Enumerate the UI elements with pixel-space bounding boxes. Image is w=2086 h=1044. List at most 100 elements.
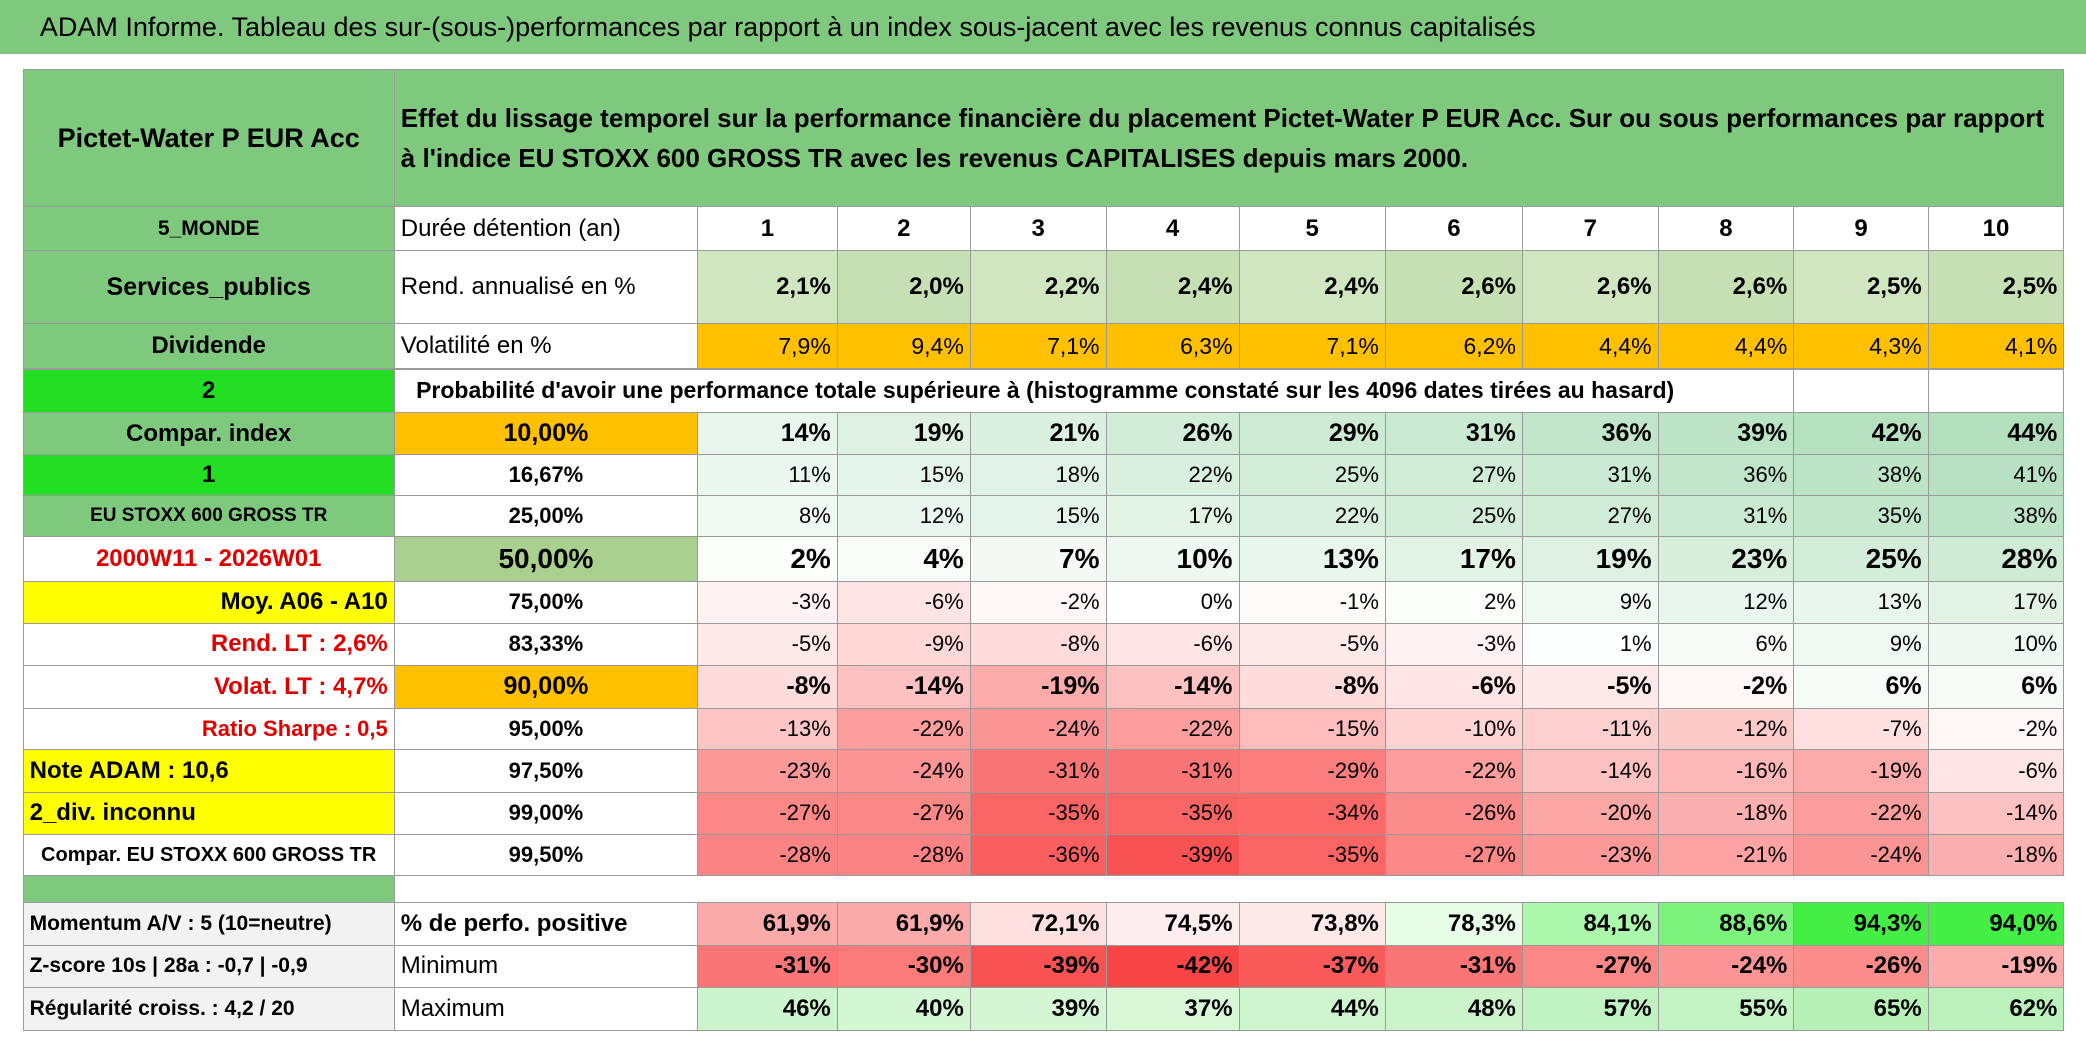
- percentile-value: -11%: [1521, 707, 1659, 750]
- stat-value: 6: [1384, 206, 1523, 252]
- stat-label: Rend. annualisé en %: [393, 250, 699, 325]
- footer-value: 61,9%: [697, 901, 838, 946]
- percentile-value: -3%: [697, 581, 838, 624]
- footer-value: 39%: [969, 987, 1107, 1031]
- stat-value: 10: [1927, 206, 2065, 252]
- percentile-value: 38%: [1927, 494, 2065, 538]
- percentile-value: -31%: [969, 748, 1107, 793]
- percentile-value: -14%: [1105, 665, 1240, 709]
- percentile-level: 95,00%: [393, 707, 699, 750]
- percentile-value: -3%: [1384, 622, 1523, 667]
- footer-value: 57%: [1521, 987, 1659, 1031]
- percentile-value: 36%: [1657, 453, 1795, 496]
- percentile-value: -24%: [969, 707, 1107, 750]
- percentile-value: 9%: [1793, 622, 1929, 667]
- stat-label: Durée détention (an): [393, 206, 699, 252]
- percentile-value: 22%: [1105, 453, 1240, 496]
- footer-value: -42%: [1105, 944, 1240, 989]
- percentile-value: -8%: [697, 665, 838, 709]
- percentile-value: -20%: [1521, 791, 1659, 836]
- footer-value: 61,9%: [836, 901, 971, 946]
- stat-value: 7,1%: [969, 323, 1107, 370]
- percentile-value: -13%: [697, 707, 838, 750]
- percentile-value: -8%: [969, 622, 1107, 667]
- percentile-value: 14%: [697, 412, 838, 455]
- stat-value: 4,1%: [1927, 323, 2065, 370]
- percentile-value: -18%: [1657, 791, 1795, 836]
- percentile-value: 27%: [1521, 494, 1659, 538]
- footer-value: -24%: [1657, 944, 1795, 989]
- percentile-value: 18%: [969, 453, 1107, 496]
- percentile-value: -16%: [1657, 748, 1795, 793]
- stat-value: 8: [1657, 206, 1795, 252]
- side-label: Note ADAM : 10,6: [22, 748, 395, 793]
- footer-value: 48%: [1384, 987, 1523, 1031]
- percentile-value: 39%: [1657, 412, 1795, 455]
- percentile-value: -1%: [1238, 581, 1386, 624]
- percentile-value: 26%: [1105, 412, 1240, 455]
- percentile-value: 44%: [1927, 412, 2065, 455]
- stat-value: 7,1%: [1238, 323, 1386, 370]
- side-label: 1: [22, 453, 395, 496]
- percentile-value: 17%: [1927, 581, 2065, 624]
- percentile-value: 15%: [836, 453, 971, 496]
- stat-value: 5: [1238, 206, 1386, 252]
- percentile-level: 97,50%: [393, 748, 699, 793]
- percentile-value: 31%: [1657, 494, 1795, 538]
- percentile-value: 11%: [697, 453, 838, 496]
- stat-label: Volatilité en %: [393, 323, 699, 370]
- percentile-value: 25%: [1793, 536, 1929, 583]
- footer-value: 55%: [1657, 987, 1795, 1031]
- percentile-value: -27%: [1384, 834, 1523, 877]
- footer-value: 72,1%: [969, 901, 1107, 946]
- percentile-value: -24%: [1793, 834, 1929, 877]
- stat-value: 2,5%: [1927, 250, 2065, 325]
- footer-value: -37%: [1238, 944, 1386, 989]
- percentile-value: -6%: [1105, 622, 1240, 667]
- percentile-value: 21%: [969, 412, 1107, 455]
- percentile-level: 75,00%: [393, 581, 699, 624]
- percentile-value: -24%: [836, 748, 971, 793]
- stat-value: 9: [1793, 206, 1929, 252]
- stat-value: 2,2%: [969, 250, 1107, 325]
- percentile-value: -35%: [969, 791, 1107, 836]
- percentile-value: -28%: [697, 834, 838, 877]
- percentile-value: -35%: [1105, 791, 1240, 836]
- percentile-value: -36%: [969, 834, 1107, 877]
- footer-value: 65%: [1793, 987, 1929, 1031]
- percentile-value: -2%: [969, 581, 1107, 624]
- footer-value: 37%: [1105, 987, 1240, 1031]
- stat-value: 9,4%: [836, 323, 971, 370]
- footer-row-label: % de perfo. positive: [393, 901, 699, 946]
- percentile-level: 99,00%: [393, 791, 699, 836]
- percentile-value: -23%: [697, 748, 838, 793]
- footer-label: Momentum A/V : 5 (10=neutre): [22, 901, 395, 946]
- spacer: [22, 875, 395, 903]
- stat-value: 2,4%: [1238, 250, 1386, 325]
- stat-value: 6,2%: [1384, 323, 1523, 370]
- footer-value: -31%: [697, 944, 838, 989]
- footer-value: 94,3%: [1793, 901, 1929, 946]
- percentile-value: 4%: [836, 536, 971, 583]
- stat-value: 4,3%: [1793, 323, 1929, 370]
- percentile-value: 23%: [1657, 536, 1795, 583]
- side-label: 2000W11 - 2026W01: [22, 536, 395, 583]
- percentile-value: -22%: [1384, 748, 1523, 793]
- side-label: 2_div. inconnu: [22, 791, 395, 836]
- side-label: Ratio Sharpe : 0,5: [22, 707, 395, 750]
- stat-value: 2,1%: [697, 250, 838, 325]
- side-label: Dividende: [22, 323, 395, 370]
- stat-value: 6,3%: [1105, 323, 1240, 370]
- percentile-value: 6%: [1793, 665, 1929, 709]
- percentile-value: 19%: [1521, 536, 1659, 583]
- footer-value: 88,6%: [1657, 901, 1795, 946]
- footer-value: -39%: [969, 944, 1107, 989]
- side-label: Rend. LT : 2,6%: [22, 622, 395, 667]
- percentile-level: 90,00%: [393, 665, 699, 709]
- percentile-value: -6%: [1927, 748, 2065, 793]
- percentile-value: 2%: [1384, 581, 1523, 624]
- percentile-value: 8%: [697, 494, 838, 538]
- stat-value: 2,4%: [1105, 250, 1240, 325]
- percentile-value: 13%: [1238, 536, 1386, 583]
